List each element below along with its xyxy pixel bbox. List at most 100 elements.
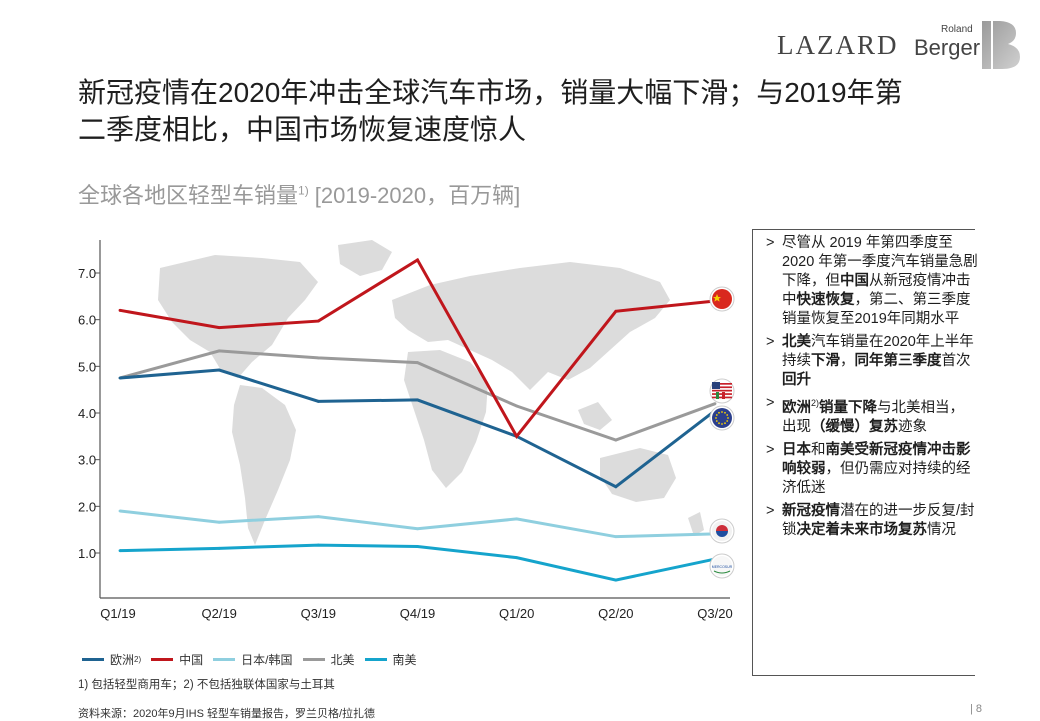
data-point-japan-korea — [118, 509, 122, 513]
x-tick-label: Q2/19 — [201, 606, 236, 621]
chart-legend: 欧洲 2) 中国 日本/韩国 北美 南美 — [82, 651, 427, 668]
legend-label: 北美 — [330, 653, 355, 667]
legend-label: 南美 — [392, 653, 417, 667]
insight-bullet: > 北美汽车销量在2020年上半年持续下滑，同年第三季度首次回升 — [766, 333, 978, 390]
data-point-south-america — [217, 546, 221, 550]
page-title-line1: 新冠疫情在2020年冲击全球汽车市场，销量大幅下滑；与2019年第 — [78, 77, 903, 108]
source-note: 资料来源：2020年9月IHS 轻型车销量报告，罗兰贝格/拉扎德 — [78, 708, 376, 720]
mercosur-label: MERCOSUR — [712, 565, 733, 569]
legend-footnote-marker: 2) — [134, 655, 142, 664]
page-title: 新冠疫情在2020年冲击全球汽车市场，销量大幅下滑；与2019年第 二季度相比，… — [78, 74, 978, 148]
legend-label: 欧洲 — [110, 653, 135, 667]
data-point-china — [614, 309, 618, 313]
data-point-europe — [416, 398, 419, 402]
legend-item-europe: 欧洲 2) — [82, 651, 141, 668]
data-point-south-america — [118, 549, 122, 553]
y-tick-label: 7.0 — [78, 266, 96, 281]
map-landmass-4 — [392, 262, 670, 390]
insight-bullet: > 新冠疫情潜在的进一步反复/封锁决定着未来市场复苏情况 — [766, 502, 978, 540]
insight-bullet: > 日本和南美受新冠疫情冲击影响较弱，但仍需应对持续的经济低迷 — [766, 441, 978, 498]
legend-swatch — [302, 658, 325, 661]
insights-list: > 尽管从 2019 年第四季度至2020 年第一季度汽车销量急剧下降，但中国从新… — [766, 234, 978, 544]
chart-subtitle-sup: 1) — [298, 183, 309, 198]
page-title-line2: 二季度相比，中国市场恢复速度惊人 — [78, 114, 527, 145]
series-line-japan-korea — [119, 509, 716, 539]
data-point-europe — [614, 485, 618, 489]
insight-bullet: > 欧洲2)销量下降与北美相当，出现（缓慢）复苏迹象 — [766, 394, 978, 437]
map-landmass-1 — [158, 255, 318, 378]
bullet-text: ，第二、第三季度销量恢复至2019年同期水平 — [782, 292, 971, 327]
bullet-text: ， — [840, 353, 855, 369]
bullet-text: 和 — [811, 441, 826, 458]
bullet-arrow-icon: > — [766, 235, 775, 251]
x-tick-label: Q4/19 — [400, 606, 435, 621]
japan-korea-flag-icon — [709, 518, 735, 544]
insights-panel — [752, 229, 975, 676]
data-point-europe — [118, 376, 122, 380]
data-point-north-america — [614, 438, 618, 442]
legend-swatch — [213, 658, 236, 661]
bullet-text-bold: 决定着未来市场复苏 — [796, 521, 928, 538]
chart-subtitle-main: 全球各地区轻型车销量 — [78, 183, 299, 208]
data-point-south-america — [515, 556, 519, 560]
legend-swatch — [151, 658, 174, 661]
legend-item-japan-korea: 日本/韩国 — [213, 651, 293, 668]
bullet-text-bold: 欧洲 — [782, 399, 811, 416]
y-tick-label: 4.0 — [78, 406, 96, 421]
x-tick-label: Q2/20 — [598, 606, 633, 621]
bullet-text: 首次 — [941, 353, 971, 369]
footnote: 1) 包括轻型商用车；2) 不包括独联体国家与土耳其 — [78, 679, 335, 691]
bullet-text-bold: 新冠疫情 — [782, 502, 840, 519]
world-map-background — [158, 240, 704, 545]
bullet-text: 潜在的进一步反复/封锁 — [782, 502, 975, 538]
bullet-text: 汽车销量在2020年上半年持续 — [782, 334, 974, 369]
legend-item-north-america: 北美 — [302, 651, 355, 668]
roland-berger-b-mark-icon — [982, 21, 1020, 69]
lazard-logo: LAZARD — [777, 30, 899, 60]
data-point-japan-korea — [217, 520, 221, 524]
data-point-japan-korea — [316, 515, 320, 518]
bullet-text-bold: 南美受新冠疫情冲击影响较弱 — [782, 441, 971, 477]
bullet-text-bold: 北美 — [782, 334, 811, 350]
data-point-china — [316, 319, 320, 323]
bullet-text: 与北美相当，出现 — [782, 399, 965, 435]
page-number: | 8 — [970, 703, 983, 715]
y-tick-label: 5.0 — [78, 359, 96, 374]
y-tick-label: 2.0 — [78, 499, 96, 514]
bullet-text: 情况 — [927, 521, 956, 538]
data-point-north-america — [713, 402, 717, 406]
bullet-text: 尽管从 2019 年第四季度至2020 年第一季度汽车销量急剧下降，但 — [782, 235, 978, 289]
data-point-europe — [316, 399, 320, 403]
insight-bullet: > 尽管从 2019 年第四季度至2020 年第一季度汽车销量急剧下降，但中国从新… — [766, 234, 978, 329]
legend-swatch — [364, 658, 387, 661]
bullet-text: 迹象 — [898, 418, 927, 435]
bullet-text-bold: 下滑 — [811, 353, 840, 369]
legend-item-south-america: 南美 — [364, 651, 417, 668]
usa-mexico-flag-icon — [709, 378, 735, 404]
data-point-europe — [217, 368, 221, 372]
data-point-north-america — [515, 404, 519, 408]
chart-subtitle-range: [2019-2020，百万辆] — [308, 183, 521, 208]
bullet-text-bold: 销量下降 — [819, 399, 878, 416]
legend-item-china: 中国 — [151, 651, 203, 668]
data-point-china — [217, 326, 221, 329]
china-flag-icon — [709, 286, 735, 312]
bullet-text-bold: 中国 — [840, 273, 869, 289]
roland-berger-logo-roland: Roland — [941, 24, 973, 35]
bullet-text: ，但仍需应对持续的经济低迷 — [782, 460, 971, 496]
roland-berger-logo: Roland Berger — [914, 21, 1024, 74]
map-landmass-8 — [688, 512, 704, 536]
data-point-china — [416, 258, 419, 262]
legend-label: 中国 — [179, 653, 204, 667]
x-tick-label: Q3/20 — [697, 606, 732, 621]
bullet-text: 从新冠疫情冲击中 — [782, 273, 971, 308]
x-tick-label: Q3/19 — [301, 606, 336, 621]
y-tick-label: 3.0 — [78, 453, 96, 468]
data-point-china — [515, 434, 519, 438]
bullet-arrow-icon: > — [766, 502, 775, 519]
x-tick-label: Q1/20 — [499, 606, 534, 621]
map-landmass-7 — [600, 448, 676, 502]
data-point-north-america — [316, 356, 320, 360]
data-point-south-america — [614, 578, 618, 582]
